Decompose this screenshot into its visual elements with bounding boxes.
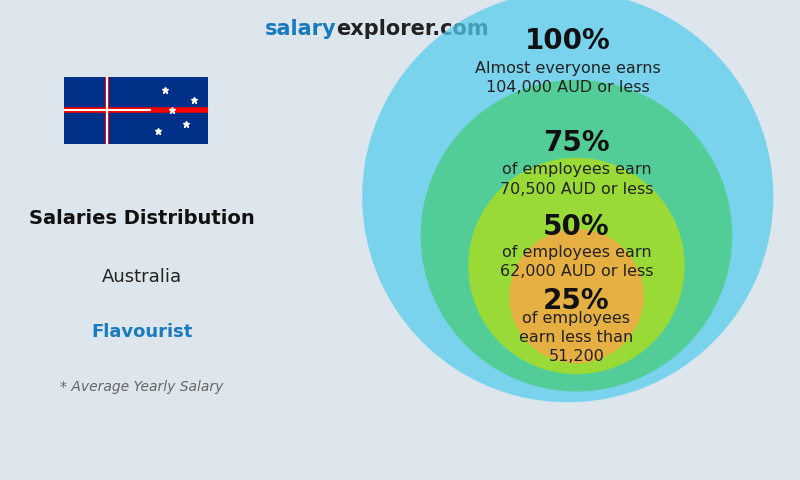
- Text: of employees earn
62,000 AUD or less: of employees earn 62,000 AUD or less: [500, 244, 653, 279]
- Text: 100%: 100%: [525, 27, 610, 55]
- Text: of employees earn
70,500 AUD or less: of employees earn 70,500 AUD or less: [500, 162, 653, 196]
- Circle shape: [468, 158, 685, 374]
- Text: 50%: 50%: [543, 213, 610, 241]
- Text: 25%: 25%: [543, 287, 610, 314]
- Circle shape: [421, 80, 732, 392]
- Text: Australia: Australia: [102, 268, 182, 286]
- Text: explorer.com: explorer.com: [336, 19, 489, 39]
- Text: Almost everyone earns
104,000 AUD or less: Almost everyone earns 104,000 AUD or les…: [475, 60, 661, 95]
- Circle shape: [510, 229, 643, 363]
- Text: salary: salary: [264, 19, 336, 39]
- Circle shape: [362, 0, 774, 402]
- Text: Salaries Distribution: Salaries Distribution: [29, 209, 254, 228]
- Text: Flavourist: Flavourist: [91, 323, 193, 341]
- Text: of employees
earn less than
51,200: of employees earn less than 51,200: [519, 311, 634, 364]
- Text: * Average Yearly Salary: * Average Yearly Salary: [60, 380, 223, 394]
- Text: 75%: 75%: [543, 129, 610, 156]
